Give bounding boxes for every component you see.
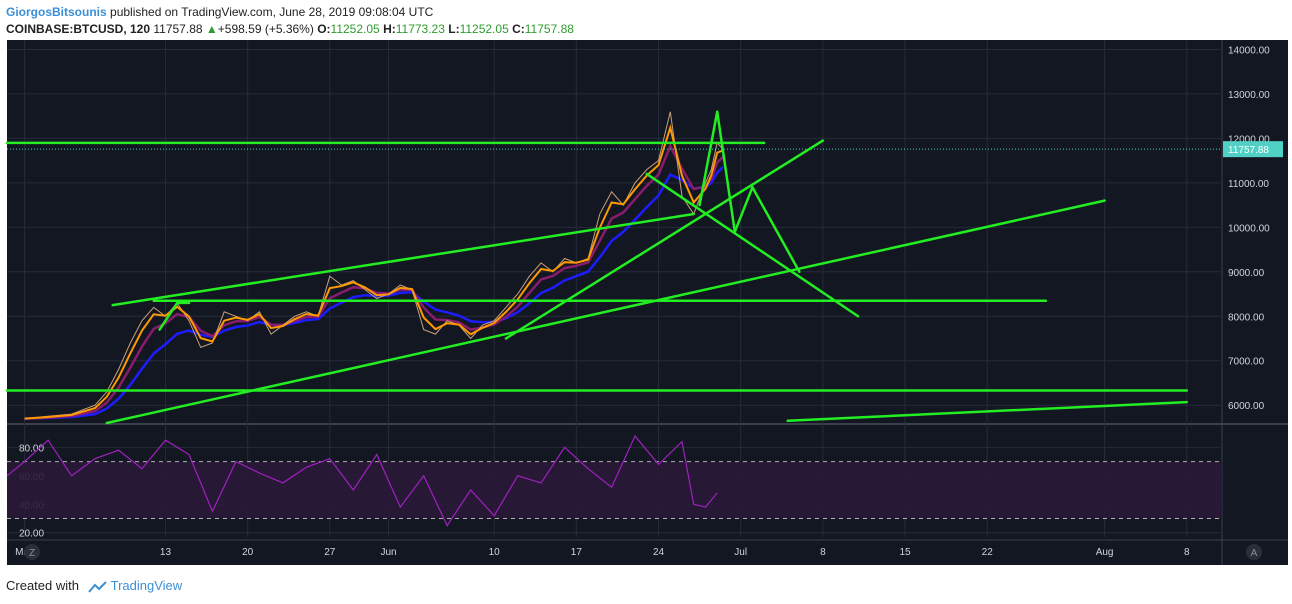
last-price-tag xyxy=(1223,141,1283,158)
x-tick-label: 15 xyxy=(899,547,911,558)
trendline[interactable] xyxy=(715,110,737,234)
up-arrow-icon: ▲ xyxy=(205,22,218,36)
low-label: L: xyxy=(448,22,460,36)
price-tick-label: 10000.00 xyxy=(1228,223,1270,234)
x-tick-label: 17 xyxy=(571,547,583,558)
trendline[interactable] xyxy=(645,172,860,318)
x-tick-label: 27 xyxy=(324,547,336,558)
rsi-tick-label: 20.00 xyxy=(19,529,44,540)
zoom-button[interactable] xyxy=(24,544,40,560)
high-label: H: xyxy=(383,22,396,36)
price-axis-background xyxy=(1222,40,1288,565)
rsi-band xyxy=(7,461,1222,519)
last-price-tag-label: 11757.88 xyxy=(1228,145,1269,156)
x-tick-label: Aug xyxy=(1096,547,1114,558)
trendline[interactable] xyxy=(733,186,754,234)
x-tick-label: Jun xyxy=(380,547,396,558)
open-label: O: xyxy=(317,22,331,36)
low-value: 11252.05 xyxy=(459,22,509,36)
x-tick-label: 8 xyxy=(820,547,826,558)
ema-mid-line xyxy=(24,143,724,420)
price-tick-label: 12000.00 xyxy=(1228,134,1270,145)
trendline[interactable] xyxy=(105,199,1106,425)
tradingview-link[interactable]: TradingView xyxy=(110,578,183,593)
price-tick-label: 13000.00 xyxy=(1228,90,1270,101)
price-change: +598.59 (+5.36%) xyxy=(217,22,314,36)
x-tick-label: 24 xyxy=(653,547,665,558)
close-label: C: xyxy=(512,22,525,36)
rsi-line xyxy=(6,434,718,527)
tradingview-cloud-icon xyxy=(87,580,107,593)
price-tick-label: 9000.00 xyxy=(1228,268,1265,279)
chart-canvas[interactable]: May132027Jun101724Jul81522Aug814000.0013… xyxy=(0,40,1292,570)
x-tick-label: 20 xyxy=(242,547,254,558)
price-tick-label: 14000.00 xyxy=(1228,45,1270,56)
ohlc-row: COINBASE:BTCUSD, 120 11757.88 ▲+598.59 (… xyxy=(6,22,574,36)
x-tick-label: 22 xyxy=(982,547,994,558)
auto-scale-button[interactable] xyxy=(1246,544,1262,560)
price-tick-label: 11000.00 xyxy=(1228,179,1269,190)
trendline[interactable] xyxy=(504,139,825,340)
x-tick-label: 8 xyxy=(1184,547,1190,558)
trendline[interactable] xyxy=(698,110,719,207)
trendline[interactable] xyxy=(786,400,1189,423)
publish-text: published on TradingView.com, June 28, 2… xyxy=(110,5,434,19)
author-link[interactable]: GiorgosBitsounis xyxy=(6,5,107,19)
price-tick-label: 6000.00 xyxy=(1228,401,1265,412)
publish-info: GiorgosBitsounis published on TradingVie… xyxy=(6,5,433,19)
close-value: 11757.88 xyxy=(524,22,574,36)
auto-scale-button-label: A xyxy=(1251,548,1258,559)
rsi-tick-label: 80.00 xyxy=(19,443,44,454)
open-value: 11252.05 xyxy=(330,22,380,36)
trendline[interactable] xyxy=(751,186,801,274)
price-tick-label: 7000.00 xyxy=(1228,357,1265,368)
zoom-button-label: Z xyxy=(29,548,35,559)
x-tick-label: Jul xyxy=(734,547,747,558)
trendline[interactable] xyxy=(158,301,179,331)
high-value: 11773.23 xyxy=(395,22,445,36)
x-tick-label: 10 xyxy=(489,547,501,558)
created-with-text: Created with xyxy=(6,578,79,593)
ema-slow-line xyxy=(24,166,724,420)
trendline[interactable] xyxy=(111,212,695,307)
footer: Created with TradingView xyxy=(6,578,182,594)
x-tick-label: 13 xyxy=(160,547,172,558)
symbol-label: COINBASE:BTCUSD, 120 xyxy=(6,22,151,36)
last-price: 11757.88 xyxy=(153,22,203,36)
price-tick-label: 8000.00 xyxy=(1228,312,1265,323)
